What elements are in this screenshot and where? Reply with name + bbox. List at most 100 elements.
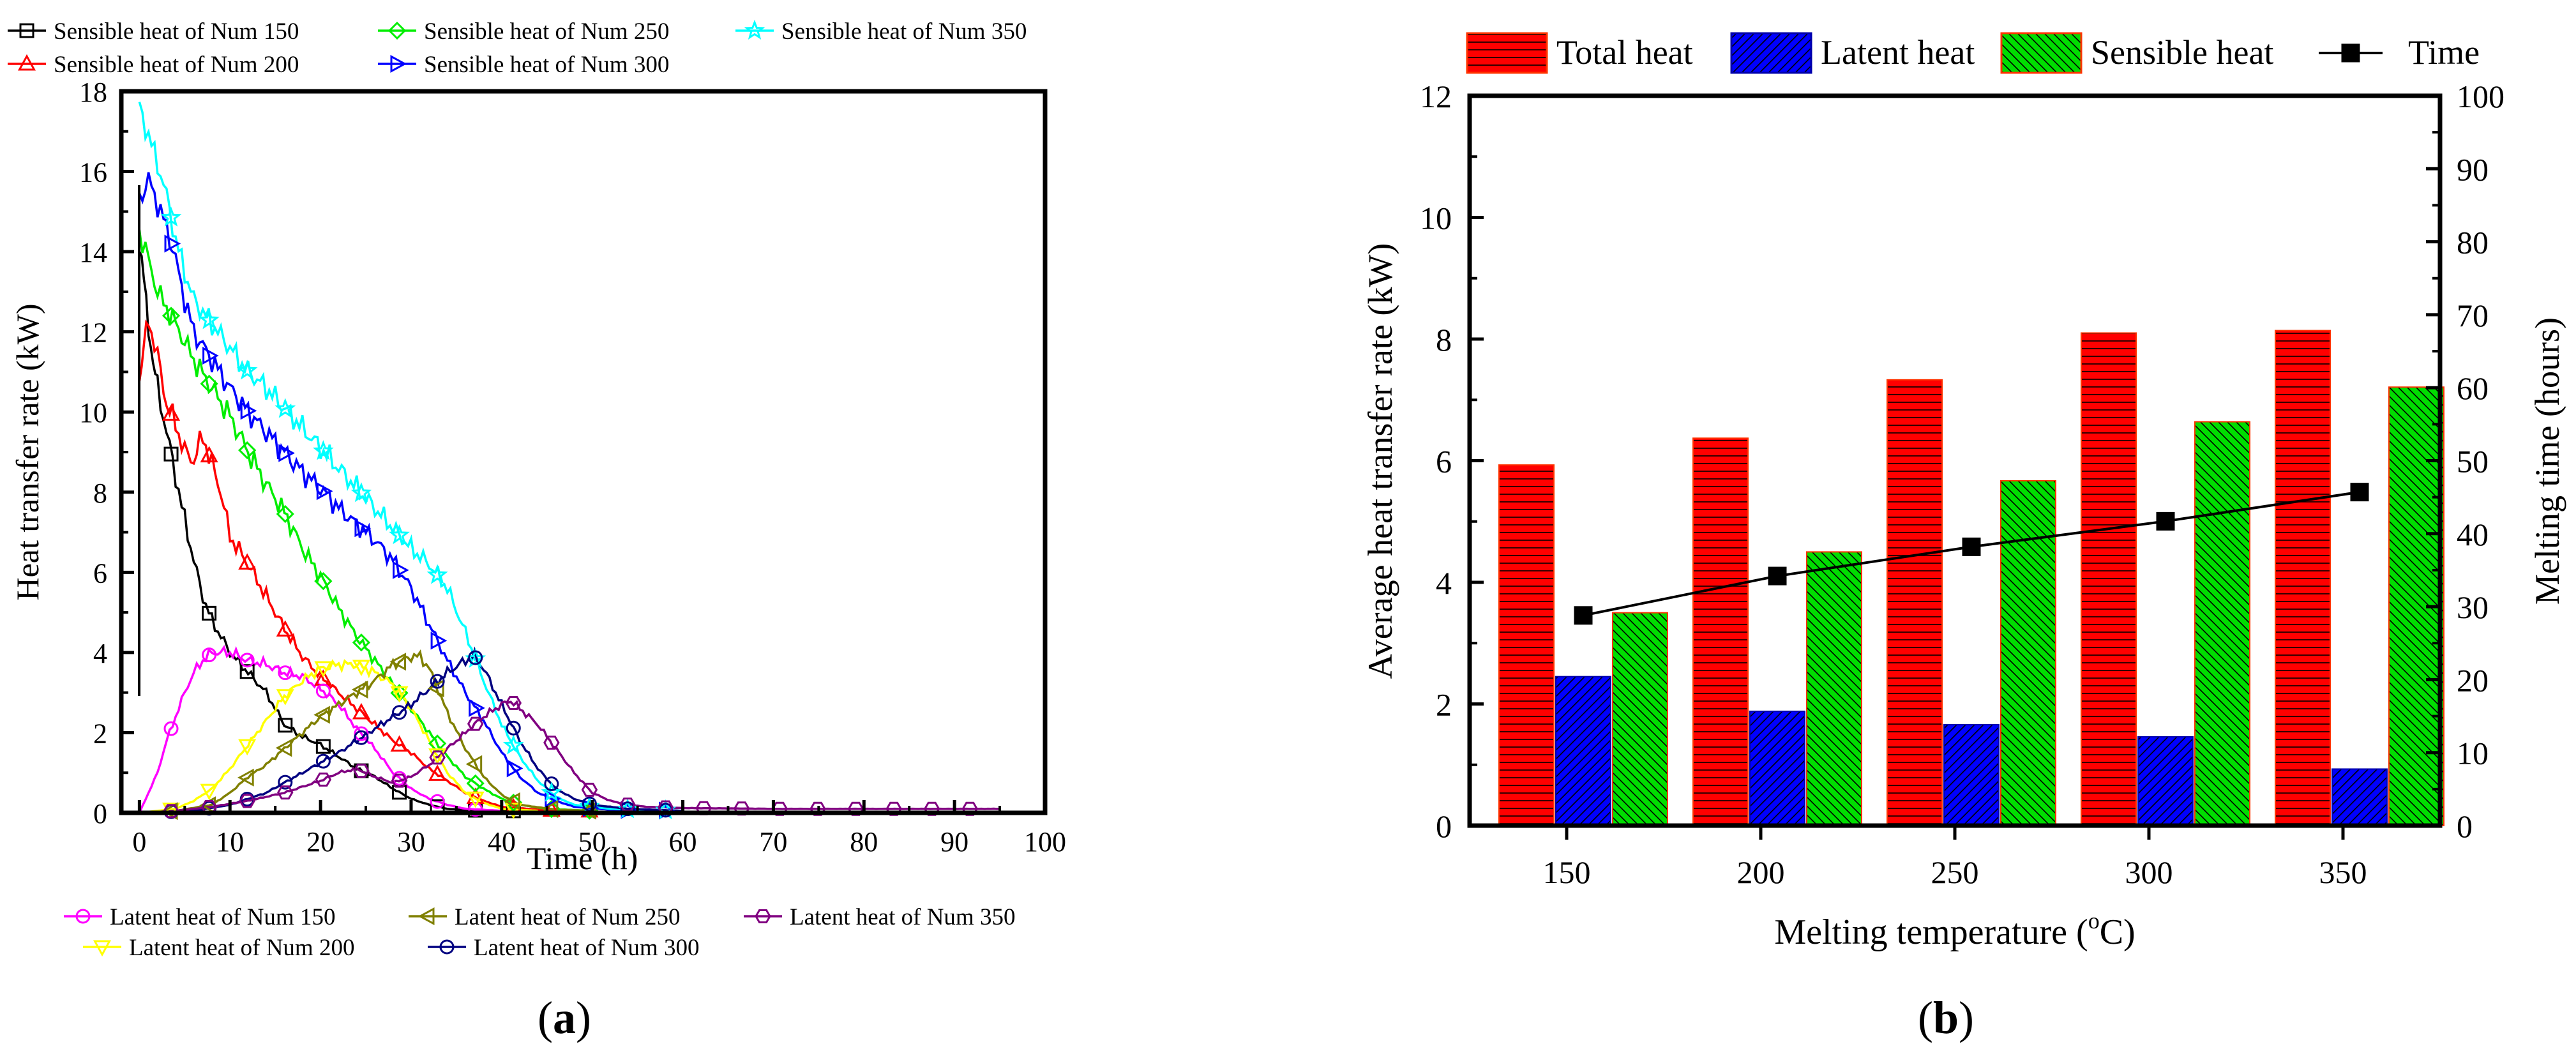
data-point-latent-heat-of-num-300 [392, 705, 407, 720]
data-point-sensible-heat-of-num-250 [466, 774, 485, 792]
data-point-sensible-heat-of-num-250 [352, 633, 371, 652]
data-point-sensible-heat-of-num-200 [162, 404, 181, 421]
x-tick-label: 70 [759, 826, 787, 858]
x-tick-label: 150 [1543, 854, 1591, 890]
data-point-latent-heat-of-num-150 [202, 647, 217, 663]
data-point-latent-heat-of-num-300 [315, 753, 331, 769]
y2-tick-label: 40 [2457, 517, 2489, 552]
bar-latent-heat-150 [1555, 676, 1611, 826]
x-tick-label: 100 [1024, 826, 1066, 858]
data-point-sensible-heat-of-num-200 [390, 735, 409, 752]
data-point-latent-heat-of-num-350 [581, 782, 598, 797]
x-tick-label: 200 [1737, 854, 1785, 890]
legend-label-latent-heat-of-num-350: Latent heat of Num 350 [790, 904, 1015, 930]
time-point-200 [1768, 566, 1787, 586]
data-point-latent-heat-of-num-300 [582, 796, 597, 812]
panel-a-x-axis-label: Time (h) [527, 840, 638, 876]
bar-sensible-heat-300 [2194, 421, 2250, 826]
legend-marker-sensible-heat-of-num-300 [390, 54, 407, 73]
y-tick-label: 16 [79, 157, 107, 188]
data-point-latent-heat-of-num-300 [278, 775, 293, 790]
data-point-latent-heat-of-num-200 [428, 748, 447, 765]
x-tick-label: 10 [216, 826, 244, 858]
panel-a-series-markers [160, 206, 978, 820]
data-point-latent-heat-of-num-300 [354, 730, 369, 745]
x-tick-label: 350 [2319, 854, 2367, 890]
legend-marker-latent-heat-of-num-300 [439, 939, 455, 955]
data-point-latent-heat-of-num-350 [239, 794, 255, 808]
data-point-sensible-heat-of-num-250 [238, 441, 257, 460]
x-tick-label: 60 [669, 826, 697, 858]
panel-a-x-ticks: 0 10 20 30 40 50 60 70 80 90 100 [132, 800, 1066, 858]
data-point-sensible-heat-of-num-150 [239, 664, 255, 679]
x-tick-label: 20 [306, 826, 335, 858]
panel-a-line-chart: 0 10 20 30 40 50 60 70 80 90 100 0 2 4 6 8 10 12 14 16 18 T… [8, 19, 1066, 1043]
data-point-sensible-heat-of-num-350 [541, 782, 562, 802]
legend-marker-sensible-heat-of-num-250 [388, 21, 407, 40]
data-point-latent-heat-of-num-150 [239, 653, 255, 668]
bar-sensible-heat-250 [2000, 480, 2056, 826]
y-tick-label: 6 [1436, 444, 1452, 480]
x-tick-label: 250 [1931, 854, 1979, 890]
data-point-latent-heat-of-num-200 [276, 689, 294, 706]
y-tick-label: 4 [93, 638, 107, 669]
data-point-sensible-heat-of-num-350 [350, 482, 372, 503]
legend-label-time: Time [2408, 33, 2480, 72]
bar-latent-heat-350 [2331, 768, 2388, 826]
bar-total-heat-350 [2275, 329, 2331, 826]
legend-marker-latent-heat-of-num-350 [755, 909, 771, 924]
data-point-sensible-heat-of-num-200 [428, 764, 447, 781]
data-point-latent-heat-of-num-350 [391, 773, 408, 788]
y-tick-label: 10 [79, 397, 107, 428]
data-point-sensible-heat-of-num-300 [506, 759, 523, 778]
data-point-latent-heat-of-num-300 [430, 674, 445, 689]
data-point-sensible-heat-of-num-200 [200, 446, 218, 463]
data-point-sensible-heat-of-num-350 [502, 734, 524, 755]
legend-label-sensible-heat-of-num-200: Sensible heat of Num 200 [54, 52, 299, 78]
y2-tick-label: 80 [2457, 225, 2489, 261]
data-point-latent-heat-of-num-350 [429, 750, 446, 765]
data-point-latent-heat-of-num-350 [543, 736, 560, 750]
panel-a-plot-area [121, 91, 1045, 813]
legend-label-latent-heat-of-num-200: Latent heat of Num 200 [129, 935, 354, 961]
y-tick-label: 2 [1436, 687, 1452, 723]
y2-tick-label: 90 [2457, 151, 2489, 187]
data-point-latent-heat-of-num-150 [278, 665, 293, 681]
panel-a-y-axis-label: Heat transfer rate (kW) [10, 304, 45, 601]
legend-marker-sensible-heat-of-num-200 [17, 54, 36, 71]
panel-b-y-axis-label: Average heat transfer rate (kW) [1361, 243, 1399, 679]
bar-total-heat-150 [1498, 464, 1555, 826]
panel-b-y-ticks-left: 0 2 4 6 8 10 12 [1420, 79, 1484, 844]
legend-label-sensible-heat-of-num-150: Sensible heat of Num 150 [54, 19, 299, 45]
data-point-latent-heat-of-num-350 [353, 764, 370, 778]
legend-label-latent-heat-of-num-300: Latent heat of Num 300 [474, 935, 699, 961]
data-point-sensible-heat-of-num-300 [240, 402, 257, 420]
legend-marker-sensible-heat-of-num-350 [744, 19, 765, 40]
bar-total-heat-250 [1887, 379, 1943, 826]
panel-b-y2-axis-label: Melting time (hours) [2528, 317, 2566, 605]
data-point-sensible-heat-of-num-300 [545, 789, 561, 808]
bar-total-heat-200 [1692, 437, 1749, 826]
data-point-sensible-heat-of-num-300 [393, 561, 409, 579]
legend-label-latent-heat-of-num-250: Latent heat of Num 250 [455, 904, 680, 930]
bar-total-heat-300 [2081, 332, 2137, 826]
data-point-sensible-heat-of-num-300 [354, 519, 372, 538]
data-point-sensible-heat-of-num-350 [236, 359, 258, 380]
y-tick-label: 8 [1436, 322, 1452, 358]
panel-a-y-ticks: 0 2 4 6 8 10 12 14 16 18 [79, 77, 134, 829]
panel-a-label: (a) [538, 992, 591, 1043]
bar-sensible-heat-150 [1612, 612, 1668, 826]
y-tick-label: 4 [1436, 565, 1452, 601]
data-point-latent-heat-of-num-250 [465, 755, 483, 773]
y-tick-label: 12 [1420, 79, 1452, 114]
y2-tick-label: 70 [2457, 298, 2489, 333]
data-point-latent-heat-of-num-250 [237, 768, 254, 787]
y2-tick-label: 20 [2457, 662, 2489, 698]
panel-b-bar-chart: 0 2 4 6 8 10 12 0 10 20 30 40 50 60 70 80 90 100 150 200 2… [1361, 32, 2566, 1043]
y-tick-label: 18 [79, 77, 107, 108]
y2-tick-label: 60 [2457, 370, 2489, 406]
time-point-350 [2350, 483, 2369, 502]
panel-a-legend-top: Sensible heat of Num 150 Sensible heat of… [8, 19, 1027, 78]
data-point-latent-heat-of-num-250 [351, 680, 368, 699]
